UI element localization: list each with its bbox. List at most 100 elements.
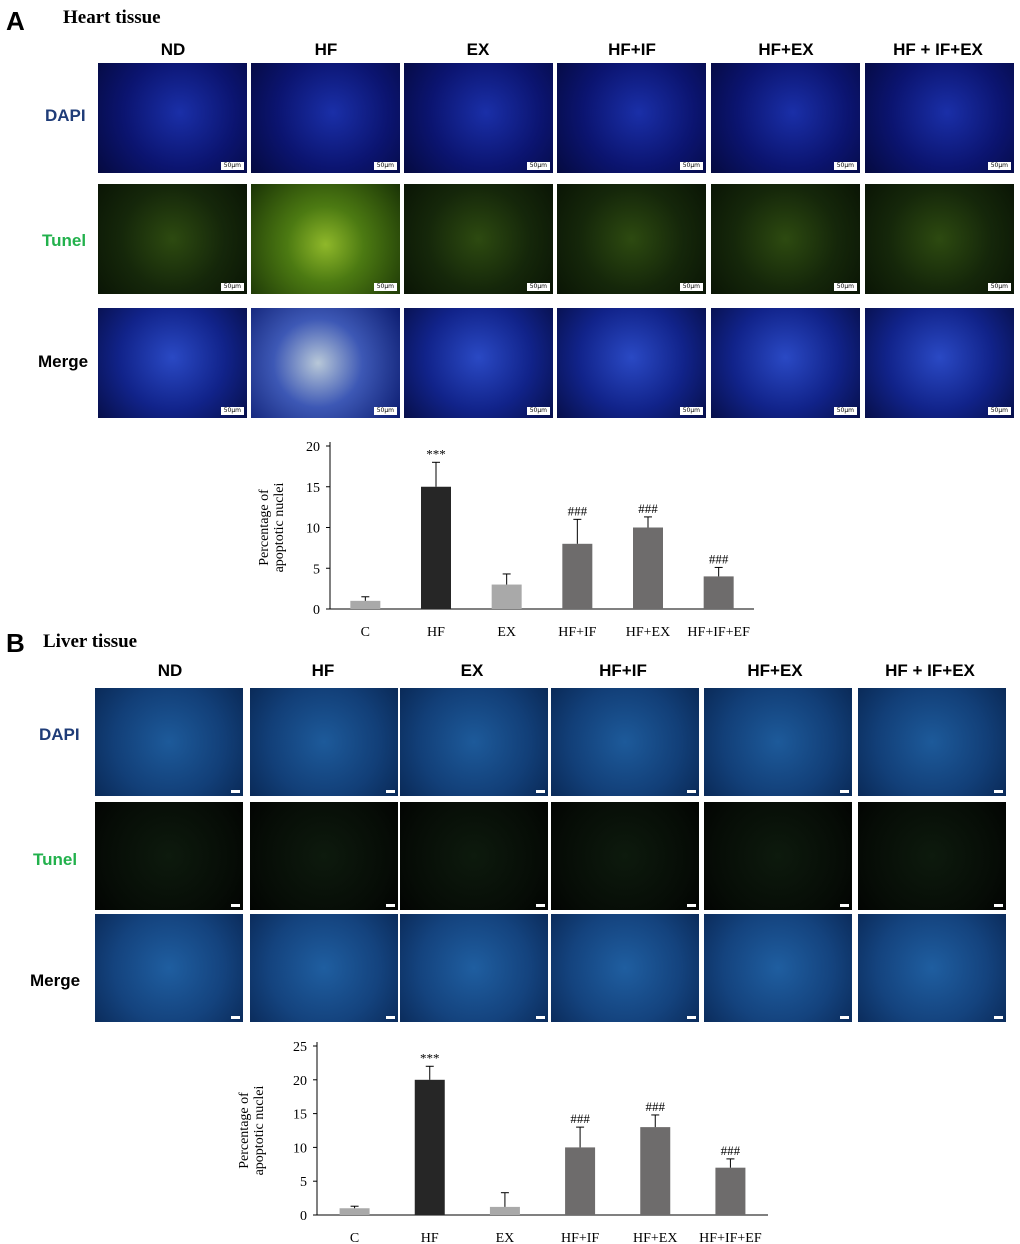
y-tick-label: 10 — [306, 522, 320, 537]
scale-bar — [840, 904, 849, 907]
micrograph-dapi-hf-if-ex — [858, 688, 1006, 796]
scale-bar-label: 50μm — [833, 162, 857, 170]
scale-bar — [386, 904, 395, 907]
micrograph-dapi-hf-ex: 50μm — [711, 63, 860, 173]
x-tick-label: C — [350, 1231, 359, 1244]
micrograph-tunel-hf — [250, 802, 398, 910]
scale-bar-label: 50μm — [987, 162, 1011, 170]
panel-a-title: Heart tissue — [63, 7, 161, 28]
micrograph-merge-ex — [400, 914, 548, 1022]
scale-bar — [231, 790, 240, 793]
x-tick-label: HF+IF — [558, 625, 596, 640]
col-label-ex: EX — [466, 40, 490, 59]
micrograph-dapi-nd — [95, 688, 243, 796]
micrograph-tunel-nd — [95, 802, 243, 910]
bar-hf-ex — [633, 527, 663, 609]
scale-bar — [536, 904, 545, 907]
significance-label: *** — [426, 446, 446, 461]
bar-hf-if — [562, 543, 593, 609]
row-label-dapi: DAPI — [39, 725, 80, 744]
micrograph-dapi-hf-ex — [704, 688, 852, 796]
row-label-tunel: Tunel — [42, 231, 87, 250]
y-axis-label: apoptotic nuclei — [252, 1085, 267, 1175]
x-tick-label: HF — [427, 625, 445, 640]
micrograph-merge-hf-if: 50μm — [557, 308, 706, 418]
x-tick-label: C — [361, 625, 370, 640]
x-tick-label: HF+EX — [633, 1231, 677, 1244]
micrograph-merge-nd — [95, 914, 243, 1022]
x-tick-label: EX — [497, 625, 516, 640]
scale-bar-label: 50μm — [833, 407, 857, 415]
micrograph-dapi-hf-if-ex: 50μm — [865, 63, 1014, 173]
scale-bar — [386, 790, 395, 793]
chart-a: 0 5 10 15 20 Percentage of apoptotic nuclei C **… — [257, 440, 754, 640]
x-tick-label: HF+IF+EF — [699, 1231, 762, 1244]
scale-bar — [687, 790, 696, 793]
significance-label: ### — [638, 501, 658, 516]
micrograph-tunel-ex — [400, 802, 548, 910]
significance-label: ### — [709, 551, 729, 566]
micrograph-merge-nd: 50μm — [98, 308, 247, 418]
micrograph-merge-hf-ex — [704, 914, 852, 1022]
col-label-hf-if-ex: HF + IF+EX — [893, 40, 983, 59]
scale-bar — [840, 790, 849, 793]
y-axis-label: Percentage of — [237, 1092, 252, 1169]
scale-bar — [536, 790, 545, 793]
micrograph-tunel-hf-if-ex: 50μm — [865, 184, 1014, 294]
col-label-hf: HF — [311, 661, 335, 680]
scale-bar — [994, 904, 1003, 907]
micrograph-tunel-nd: 50μm — [98, 184, 247, 294]
significance-label: *** — [420, 1050, 440, 1065]
micrograph-tunel-ex: 50μm — [404, 184, 553, 294]
micrograph-dapi-ex: 50μm — [404, 63, 553, 173]
col-label-hf-if: HF+IF — [599, 661, 647, 680]
scale-bar-label: 50μm — [373, 407, 397, 415]
micrograph-dapi-hf-if — [551, 688, 699, 796]
scale-bar-label: 50μm — [526, 407, 550, 415]
panel-b-letter: B — [6, 628, 25, 658]
x-tick-label: HF+IF+EF — [687, 625, 750, 640]
scale-bar — [994, 790, 1003, 793]
bar-hf-ex — [640, 1127, 671, 1215]
micrograph-dapi-hf: 50μm — [251, 63, 400, 173]
scale-bar — [231, 904, 240, 907]
bar-hf-if — [565, 1147, 596, 1215]
micrograph-merge-hf-if-ex — [858, 914, 1006, 1022]
y-tick-label: 10 — [293, 1141, 307, 1156]
row-label-dapi: DAPI — [45, 106, 86, 125]
scale-bar — [536, 1016, 545, 1019]
y-axis-label: Percentage of — [257, 489, 272, 566]
bar-c — [350, 600, 381, 609]
x-tick-label: HF+EX — [626, 625, 670, 640]
scale-bar — [231, 1016, 240, 1019]
significance-label: ### — [568, 503, 588, 518]
micrograph-tunel-hf-ex: 50μm — [711, 184, 860, 294]
scale-bar — [687, 904, 696, 907]
bar-hf-if-ef — [715, 1167, 746, 1215]
bar-c — [339, 1208, 370, 1215]
scale-bar-label: 50μm — [526, 283, 550, 291]
y-tick-label: 20 — [306, 440, 320, 455]
micrograph-tunel-hf-if-ex — [858, 802, 1006, 910]
scale-bar-label: 50μm — [679, 162, 703, 170]
scale-bar — [840, 1016, 849, 1019]
scale-bar-label: 50μm — [679, 283, 703, 291]
scale-bar-label: 50μm — [373, 283, 397, 291]
significance-label: ### — [570, 1111, 590, 1126]
row-label-merge: Merge — [30, 971, 81, 990]
scale-bar-label: 50μm — [220, 407, 244, 415]
significance-label: ### — [646, 1099, 666, 1114]
micrograph-tunel-hf-ex — [704, 802, 852, 910]
scale-bar — [687, 1016, 696, 1019]
micrograph-merge-hf: 50μm — [251, 308, 400, 418]
bar-hf-if-ef — [703, 576, 734, 609]
col-label-hf-if: HF+IF — [608, 40, 656, 59]
y-tick-label: 0 — [313, 603, 320, 618]
scale-bar-label: 50μm — [373, 162, 397, 170]
y-tick-label: 25 — [293, 1040, 307, 1055]
micrograph-dapi-hf — [250, 688, 398, 796]
panel-a-letter: A — [6, 6, 25, 36]
scale-bar-label: 50μm — [833, 283, 857, 291]
y-tick-label: 0 — [300, 1209, 307, 1224]
micrograph-dapi-hf-if: 50μm — [557, 63, 706, 173]
